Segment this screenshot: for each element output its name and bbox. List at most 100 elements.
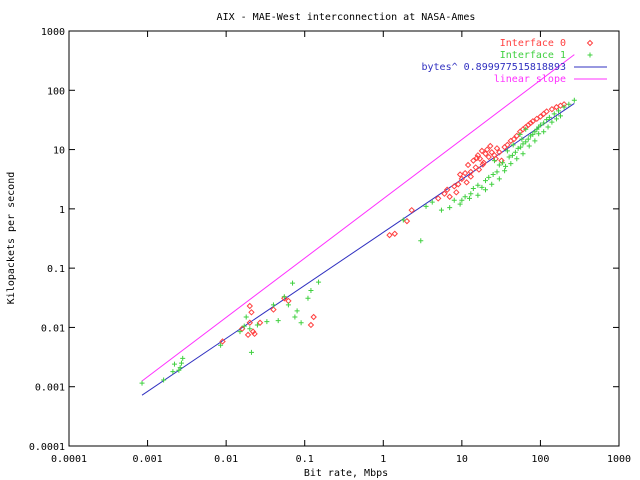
interface-1-point bbox=[451, 197, 457, 203]
interface-1-point bbox=[494, 169, 500, 175]
interface-1-point bbox=[170, 369, 176, 375]
interface-1-point bbox=[525, 136, 531, 142]
interface-1-point bbox=[490, 171, 496, 177]
interface-1-point bbox=[541, 129, 547, 135]
interface-1-point bbox=[571, 97, 577, 103]
interface-0-point bbox=[270, 306, 277, 313]
interface-0-point bbox=[455, 181, 462, 188]
interface-0-point bbox=[548, 105, 556, 113]
interface-1-point bbox=[479, 184, 485, 190]
interface-1-point bbox=[530, 131, 536, 137]
interface-1-point bbox=[523, 139, 529, 145]
x-tick-label: 0.0001 bbox=[51, 454, 87, 465]
interface-1-point bbox=[308, 287, 314, 293]
interface-0-point bbox=[537, 113, 544, 120]
y-tick-label: 1000 bbox=[41, 27, 65, 38]
interface-1-point bbox=[519, 136, 525, 142]
interface-0-point bbox=[391, 230, 398, 237]
interface-1-point bbox=[544, 117, 550, 123]
interface-0-point bbox=[527, 119, 534, 127]
interface-0-point bbox=[473, 154, 481, 162]
interface-0-point bbox=[510, 135, 518, 143]
interface-1-point bbox=[512, 149, 518, 155]
x-tick-label: 100 bbox=[531, 454, 549, 465]
legend-label: linear slope bbox=[494, 74, 566, 85]
interface-1-point bbox=[483, 187, 489, 193]
interface-0-point bbox=[403, 217, 411, 225]
interface-1-point bbox=[520, 151, 526, 157]
interface-1-point bbox=[483, 178, 489, 184]
interface-1-point bbox=[509, 152, 515, 158]
interface-1-point bbox=[510, 142, 516, 148]
x-tick-label: 1 bbox=[380, 454, 386, 465]
interface-0-point bbox=[478, 147, 486, 155]
x-axis: 0.0001 0.001 0.01 0.1 1 10 100 1000 bbox=[51, 31, 631, 465]
interface-0-point bbox=[453, 189, 460, 196]
interface-1-point bbox=[500, 160, 506, 166]
interface-0-point bbox=[493, 145, 501, 152]
interface-1-point bbox=[423, 203, 429, 209]
interface-1-point bbox=[520, 141, 526, 147]
interface-1-point bbox=[496, 176, 502, 182]
interface-0-point bbox=[533, 115, 541, 123]
legend-marker bbox=[586, 39, 594, 47]
interface-0-point bbox=[480, 159, 487, 166]
interface-0-point bbox=[476, 155, 484, 162]
interface-1-point bbox=[541, 120, 547, 126]
interface-0-point bbox=[441, 190, 448, 197]
interface-0-point bbox=[458, 175, 466, 183]
interface-1-point bbox=[462, 194, 468, 200]
interface-0-point bbox=[246, 319, 254, 326]
interface-1-point bbox=[176, 367, 182, 373]
interface-1-point bbox=[515, 145, 521, 151]
power-fit-line bbox=[141, 103, 575, 396]
interface-1-point bbox=[281, 294, 287, 300]
interface-1-point bbox=[177, 365, 183, 371]
interface-1-point bbox=[418, 238, 424, 244]
interface-1-point bbox=[438, 207, 444, 213]
interface-1-point bbox=[171, 361, 177, 367]
interface-1-point bbox=[504, 148, 510, 154]
interface-1-point bbox=[545, 124, 551, 130]
interface-1-point bbox=[292, 314, 298, 320]
y-tick-label: 1 bbox=[59, 205, 65, 216]
interface-1-point bbox=[503, 163, 509, 169]
data-points bbox=[139, 97, 577, 386]
interface-0-point bbox=[434, 195, 442, 202]
interface-0-point bbox=[246, 302, 254, 310]
interface-1-point bbox=[526, 143, 532, 149]
interface-1-point bbox=[557, 113, 563, 119]
interface-0-point bbox=[529, 118, 537, 125]
x-tick-label: 1000 bbox=[607, 454, 631, 465]
x-axis-label: Bit rate, Mbps bbox=[304, 468, 388, 479]
y-tick-label: 0.1 bbox=[47, 264, 65, 275]
interface-0-point bbox=[513, 132, 520, 140]
x-tick-label: 0.01 bbox=[214, 454, 238, 465]
interface-0-point bbox=[488, 149, 495, 156]
interface-0-point bbox=[256, 319, 264, 326]
interface-1-point bbox=[532, 138, 538, 144]
interface-1-point bbox=[537, 122, 543, 128]
legend-label: Interface 1 bbox=[500, 50, 566, 61]
interface-0-point bbox=[485, 153, 492, 161]
y-tick-label: 100 bbox=[47, 86, 65, 97]
interface-1-point bbox=[241, 323, 247, 329]
interface-1-point bbox=[254, 322, 260, 328]
interface-0-point bbox=[525, 121, 532, 129]
chart-title: AIX - MAE-West interconnection at NASA-A… bbox=[217, 12, 476, 23]
interface-1-point bbox=[180, 355, 186, 361]
interface-0-point bbox=[463, 179, 470, 186]
interface-1-point bbox=[285, 302, 291, 308]
plot-frame bbox=[68, 30, 620, 447]
interface-0-point bbox=[461, 169, 469, 177]
interface-1-point bbox=[561, 104, 567, 110]
interface-0-point bbox=[451, 183, 458, 190]
interface-0-point bbox=[472, 164, 479, 171]
interface-1-point bbox=[429, 199, 435, 205]
interface-0-point bbox=[504, 141, 511, 149]
y-axis-label: Kilopackets per second bbox=[6, 172, 17, 304]
legend-marker bbox=[587, 52, 593, 58]
interface-1-point bbox=[546, 114, 552, 120]
interface-1-point bbox=[316, 279, 322, 285]
